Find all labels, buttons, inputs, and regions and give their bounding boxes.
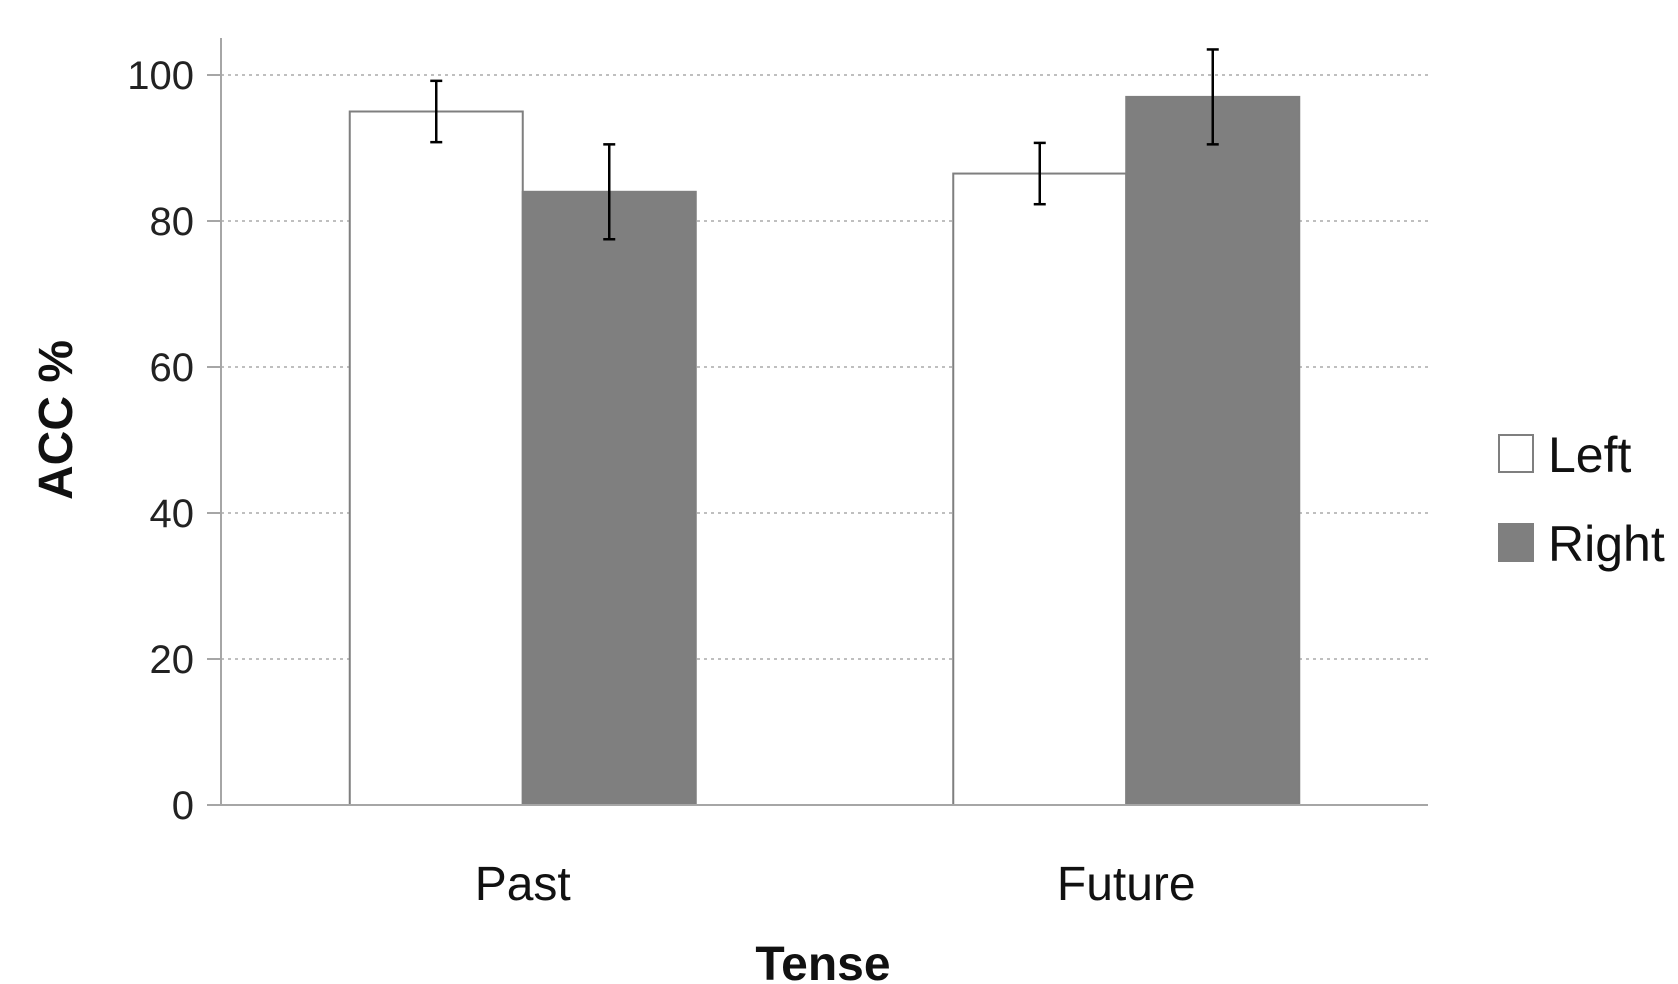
y-tick-labels: 0 20 40 60 80 100	[127, 54, 194, 828]
y-tick-label: 60	[150, 346, 195, 390]
legend-item-right: Right	[1498, 516, 1665, 572]
y-tick-label: 40	[150, 492, 195, 536]
x-category-labels: Past Future	[475, 858, 1196, 911]
error-bars	[430, 48, 1219, 241]
axes	[207, 38, 1428, 806]
y-tick-label: 100	[127, 54, 194, 98]
legend-label-right: Right	[1548, 516, 1665, 572]
legend-swatch-right	[1498, 523, 1534, 562]
y-tick-label: 0	[172, 784, 194, 828]
bars	[348, 95, 1301, 807]
bar-right-future	[1125, 95, 1301, 806]
x-category-label: Past	[475, 858, 571, 911]
legend: Left Right	[1498, 427, 1665, 572]
x-category-label: Future	[1057, 858, 1196, 911]
legend-label-left: Left	[1548, 427, 1632, 483]
bar-right-past	[521, 190, 697, 807]
y-axis-title: ACC %	[30, 340, 83, 500]
bar-left-past	[348, 110, 524, 806]
x-axis-title: Tense	[755, 938, 890, 984]
y-tick-label: 80	[150, 200, 195, 244]
legend-item-left: Left	[1498, 427, 1632, 483]
y-tick-label: 20	[150, 638, 195, 682]
gridlines	[207, 74, 1428, 806]
legend-swatch-left	[1498, 434, 1534, 473]
bar-left-future	[952, 172, 1128, 807]
